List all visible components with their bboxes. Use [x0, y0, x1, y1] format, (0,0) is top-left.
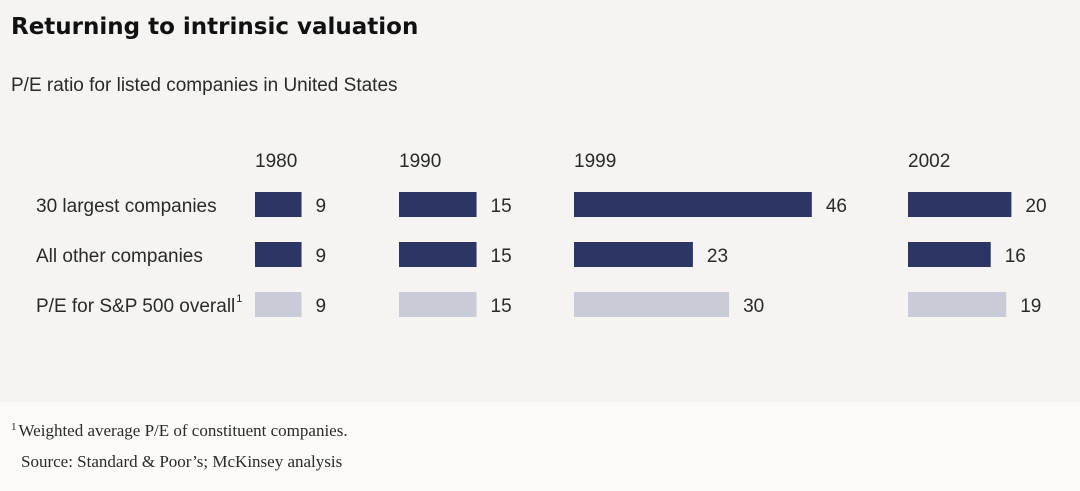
- chart-title: Returning to intrinsic valuation: [11, 14, 419, 40]
- value-label: 15: [491, 296, 512, 317]
- value-label: 9: [316, 296, 327, 317]
- year-header: 1999: [574, 151, 616, 172]
- value-label: 15: [491, 196, 512, 217]
- bar: [574, 192, 812, 217]
- bar: [574, 242, 693, 267]
- bar: [399, 292, 477, 317]
- bar: [399, 242, 477, 267]
- category-label: P/E for S&P 500 overall: [36, 296, 235, 317]
- year-header: 1980: [255, 151, 297, 172]
- category-label: 30 largest companies: [36, 196, 217, 217]
- footnote: 1 Weighted average P/E of constituent com…: [11, 421, 348, 441]
- bar: [908, 292, 1007, 317]
- year-header: 1990: [399, 151, 441, 172]
- bar: [908, 242, 991, 267]
- value-label: 23: [707, 246, 728, 267]
- footnote-mark: 1: [11, 421, 17, 433]
- bar: [908, 192, 1012, 217]
- bar-chart: 30 largest companies All other companies P…: [36, 151, 1047, 317]
- bar: [255, 242, 302, 267]
- year-header: 2002: [908, 151, 950, 172]
- footnote-text: Weighted average P/E of constituent comp…: [18, 421, 348, 440]
- value-label: 19: [1020, 296, 1041, 317]
- value-label: 30: [743, 296, 764, 317]
- bar: [399, 192, 477, 217]
- category-label: All other companies: [36, 246, 203, 267]
- bar: [255, 292, 302, 317]
- value-label: 16: [1005, 246, 1026, 267]
- value-label: 9: [316, 196, 327, 217]
- bar: [574, 292, 730, 317]
- source-note: Source: Standard & Poor’s; McKinsey anal…: [21, 452, 343, 471]
- value-label: 15: [491, 246, 512, 267]
- chart-subtitle: P/E ratio for listed companies in United…: [11, 75, 398, 96]
- value-label: 46: [826, 196, 847, 217]
- value-label: 9: [316, 246, 327, 267]
- footer-band: [0, 402, 1080, 491]
- bar: [255, 192, 302, 217]
- value-label: 20: [1025, 196, 1046, 217]
- category-footnote-mark: 1: [236, 293, 242, 305]
